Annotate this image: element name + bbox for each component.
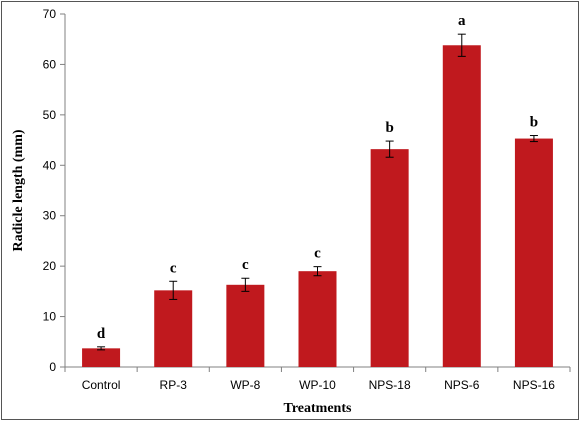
bar [442,45,481,367]
significance-label: c [314,246,321,262]
error-bar [97,346,106,351]
x-axis-title: Treatments [284,401,352,416]
y-tick-label: 50 [43,108,57,122]
error-bar [529,135,538,143]
y-axis-title: Radicle length (mm) [11,129,26,251]
significance-label: a [458,13,466,29]
significance-label: c [242,257,249,273]
y-axis-ticks: 0 10 20 30 40 50 60 70 [43,7,65,374]
bar [154,290,193,367]
y-tick-label: 70 [43,7,57,21]
x-axis-labels: Control RP-3 WP-8 WP-10 NPS-18 NPS-6 NPS-16 [82,378,556,392]
y-tick-label: 60 [43,57,57,71]
significance-label: c [170,260,177,276]
significance-label: b [385,120,393,136]
x-tick-label: NPS-16 [513,378,555,392]
x-tick-label: WP-10 [299,378,336,392]
bar [82,348,121,367]
error-bar [241,277,250,292]
x-tick-label: WP-8 [230,378,260,392]
error-bar [313,266,322,277]
y-tick-label: 30 [43,209,57,223]
y-tick-label: 40 [43,158,57,172]
bar [370,149,409,367]
bar [514,138,553,367]
y-tick-label: 20 [43,259,57,273]
bar [226,284,265,367]
error-bar [385,140,394,158]
y-tick-label: 0 [49,360,56,374]
bar [298,271,337,367]
x-tick-label: NPS-6 [444,378,480,392]
y-tick-label: 10 [43,310,57,324]
significance-label: d [97,326,106,342]
x-tick-label: RP-3 [160,378,188,392]
x-tick-label: NPS-18 [369,378,411,392]
error-bar [457,33,466,57]
significance-label: b [530,115,538,131]
x-tick-label: Control [82,378,121,392]
bars: d c c c b a b [82,13,553,367]
error-bar [169,280,178,300]
